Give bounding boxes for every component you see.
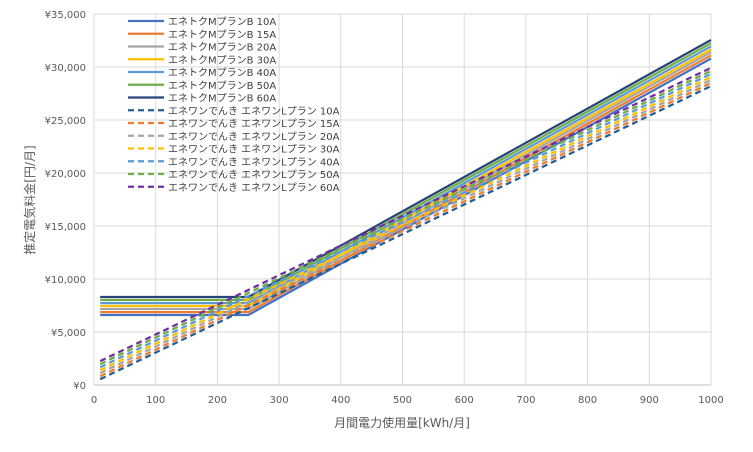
series-line-1: [100, 57, 712, 317]
series-line-2: [100, 54, 712, 314]
legend-label: エネワンでんき エネワンLプラン 15A: [168, 118, 340, 130]
series-line-14: [99, 66, 712, 363]
x-tick-label: 800: [578, 395, 597, 406]
gridlines: [93, 13, 712, 386]
axes: ¥0 ¥5,000 ¥10,000 ¥15,000 ¥20,000 ¥25,000 ¥30,…: [45, 10, 724, 406]
x-tick-label: 700: [516, 395, 535, 406]
x-tick-label: 0: [91, 395, 97, 406]
y-tick-label: ¥25,000: [45, 116, 86, 127]
legend-label: エネワンでんき エネワンLプラン 30A: [168, 144, 340, 156]
series-lines: [99, 39, 712, 381]
x-tick-label: 900: [640, 395, 659, 406]
x-tick-label: 1000: [698, 395, 723, 406]
legend-label: エネワンでんき エネワンLプラン 50A: [168, 169, 340, 181]
legend-label: エネトクMプランB 15A: [168, 29, 276, 41]
x-tick-label: 300: [270, 395, 289, 406]
legend-label: エネワンでんき エネワンLプラン 60A: [168, 182, 340, 194]
y-tick-label: ¥10,000: [45, 275, 86, 286]
legend-label: エネトクMプランB 60A: [168, 93, 276, 105]
legend-label: エネワンでんき エネワンLプラン 10A: [168, 105, 340, 117]
x-tick-label: 400: [331, 395, 350, 406]
legend-label: エネトクMプランB 50A: [168, 80, 276, 92]
y-tick-label: ¥15,000: [45, 222, 86, 233]
y-axis-title: 推定電気料金[円/月]: [22, 145, 37, 254]
legend-label: エネトクMプランB 40A: [168, 67, 276, 79]
x-tick-label: 600: [455, 395, 474, 406]
series-line-13: [99, 69, 712, 366]
legend-label: エネワンでんき エネワンLプラン 20A: [168, 131, 340, 143]
series-line-12: [99, 72, 712, 369]
legend-label: エネトクMプランB 30A: [168, 54, 276, 66]
x-tick-label: 200: [208, 395, 227, 406]
series-line-8: [99, 85, 712, 381]
legend-label: エネトクMプランB 10A: [168, 16, 276, 28]
y-tick-label: ¥20,000: [45, 169, 86, 180]
series-line-9: [99, 81, 712, 378]
y-tick-label: ¥5,000: [51, 328, 86, 339]
series-line-10: [99, 78, 712, 375]
y-tick-label: ¥0: [73, 381, 86, 392]
series-line-11: [99, 75, 712, 372]
x-tick-label: 100: [146, 395, 165, 406]
legend-label: エネトクMプランB 20A: [168, 42, 276, 54]
legend-label: エネワンでんき エネワンLプラン 40A: [168, 156, 340, 168]
x-axis-title: 月間電力使用量[kWh/月]: [334, 415, 470, 430]
y-tick-label: ¥35,000: [45, 10, 86, 21]
x-tick-label: 500: [393, 395, 412, 406]
y-tick-label: ¥30,000: [45, 63, 86, 74]
